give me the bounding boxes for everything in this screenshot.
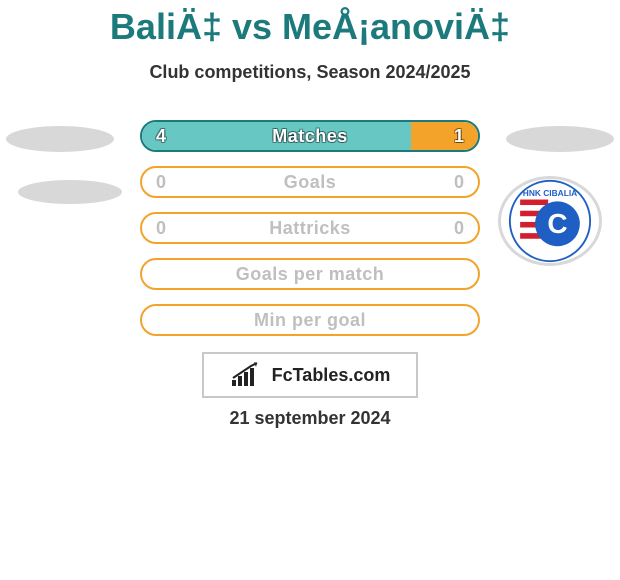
- stat-label: Matches: [182, 126, 438, 147]
- team-right-logo-1: [506, 126, 614, 152]
- stat-value-left: 4: [142, 126, 182, 147]
- team-left-logo-1: [6, 126, 114, 152]
- stat-row: Min per goal: [140, 304, 480, 336]
- brand-text: FcTables.com: [272, 365, 391, 386]
- stat-label: Goals per match: [182, 264, 438, 285]
- stat-value-right: 1: [438, 126, 478, 147]
- comparison-date: 21 september 2024: [0, 408, 620, 429]
- stat-value-right: 0: [438, 172, 478, 193]
- team-left-logo-2: [18, 180, 122, 204]
- stat-row: 0Goals0: [140, 166, 480, 198]
- fctables-logo-icon: [230, 362, 270, 388]
- svg-text:C: C: [547, 208, 567, 239]
- stat-label: Min per goal: [182, 310, 438, 331]
- badge-text: HNK CIBALIA: [523, 188, 577, 198]
- stat-row: 4Matches1: [140, 120, 480, 152]
- team-right-logo-2: HNK CIBALIA C: [498, 176, 602, 266]
- stat-value-right: 0: [438, 218, 478, 239]
- stat-label: Goals: [182, 172, 438, 193]
- stat-label: Hattricks: [182, 218, 438, 239]
- stat-row: 0Hattricks0: [140, 212, 480, 244]
- stat-value-left: 0: [142, 172, 182, 193]
- stat-value-left: 0: [142, 218, 182, 239]
- brand-badge: FcTables.com: [202, 352, 418, 398]
- cibalia-badge-icon: HNK CIBALIA C: [501, 179, 599, 263]
- comparison-title: BaliÄ‡ vs MeÅ¡anoviÄ‡: [0, 0, 620, 48]
- stat-row: Goals per match: [140, 258, 480, 290]
- stat-rows: 4Matches10Goals00Hattricks0Goals per mat…: [140, 120, 480, 350]
- comparison-subtitle: Club competitions, Season 2024/2025: [0, 62, 620, 83]
